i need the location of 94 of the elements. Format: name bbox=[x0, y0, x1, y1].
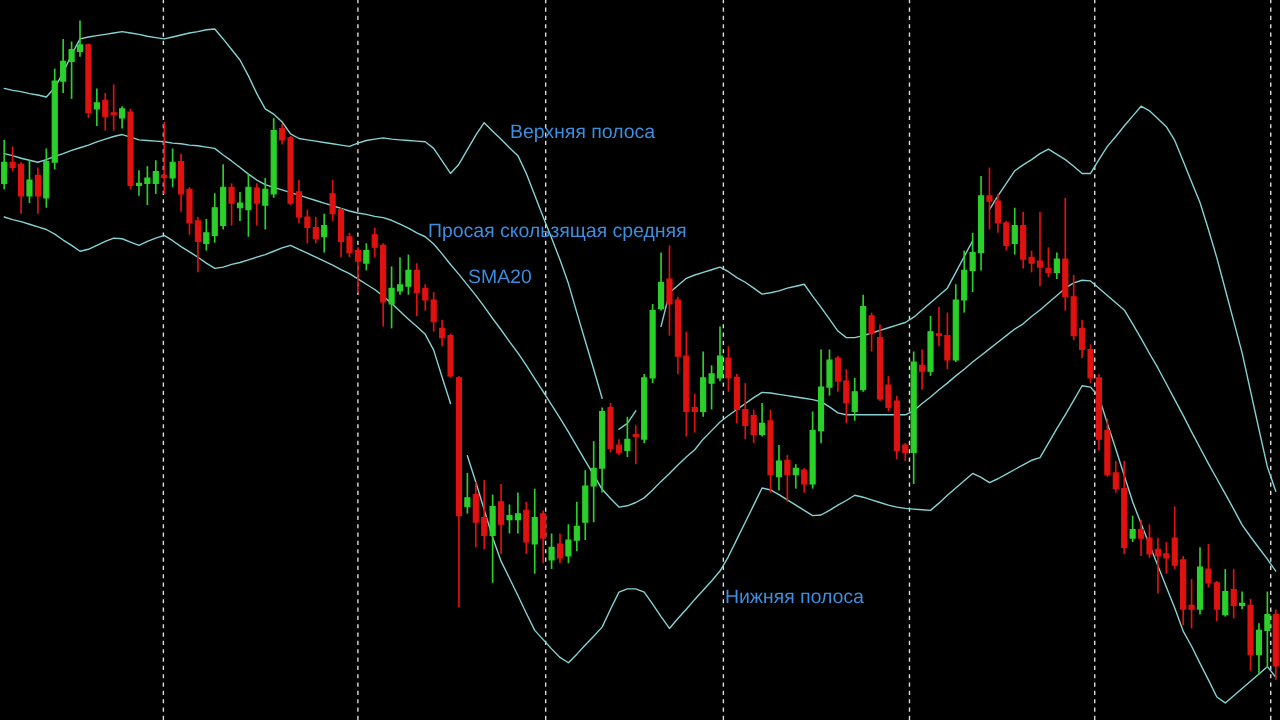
candlestick bbox=[1154, 537, 1161, 595]
candlestick bbox=[1205, 543, 1212, 589]
candlestick bbox=[304, 208, 311, 245]
candlestick bbox=[1112, 460, 1119, 494]
candlestick bbox=[312, 216, 319, 245]
candlestick bbox=[775, 444, 783, 492]
candlestick bbox=[1188, 578, 1195, 630]
candlestick bbox=[1011, 206, 1018, 256]
candlestick bbox=[784, 454, 791, 503]
candlestick bbox=[792, 463, 799, 490]
candlestick bbox=[1146, 523, 1153, 559]
candlestick bbox=[759, 402, 766, 438]
candlestick bbox=[1222, 568, 1229, 618]
candlestick bbox=[691, 392, 698, 434]
candlestick bbox=[329, 179, 336, 222]
candlestick bbox=[371, 226, 378, 259]
candlestick bbox=[969, 231, 976, 293]
candlestick bbox=[422, 283, 429, 312]
candlestick bbox=[851, 377, 858, 422]
candlestick bbox=[119, 105, 126, 130]
candlestick bbox=[843, 368, 850, 425]
candlestick bbox=[1003, 220, 1010, 252]
candlestick bbox=[68, 40, 75, 100]
candlestick bbox=[161, 121, 168, 195]
candlestick bbox=[9, 145, 16, 173]
annotation: SMA20 bbox=[468, 269, 531, 284]
candlestick bbox=[388, 265, 395, 330]
candlestick bbox=[624, 415, 631, 458]
candlestick bbox=[279, 123, 286, 146]
candlestick bbox=[354, 246, 361, 294]
candlestick bbox=[228, 182, 235, 227]
candlestick bbox=[868, 311, 875, 353]
candlestick bbox=[801, 467, 808, 494]
candlestick bbox=[430, 291, 437, 333]
candlestick bbox=[885, 375, 892, 413]
candlestick bbox=[742, 382, 749, 441]
candlestick bbox=[194, 216, 201, 274]
candlestick bbox=[439, 319, 446, 348]
candlestick bbox=[346, 231, 353, 259]
candlestick bbox=[1045, 246, 1052, 278]
candlestick bbox=[1163, 541, 1170, 575]
candlestick bbox=[919, 348, 926, 391]
candlestick bbox=[716, 325, 724, 382]
candlestick bbox=[994, 193, 1001, 234]
candlestick bbox=[236, 191, 244, 222]
candlestick bbox=[506, 503, 513, 535]
candlestick bbox=[169, 147, 176, 189]
candlestick bbox=[245, 172, 252, 238]
candlestick bbox=[110, 83, 117, 132]
candlestick bbox=[1036, 210, 1044, 288]
candlestick bbox=[573, 500, 580, 553]
annotation: Нижняя полоса bbox=[726, 589, 864, 604]
candlestick bbox=[497, 483, 505, 555]
candlestick bbox=[1028, 249, 1035, 274]
candlestick bbox=[1079, 319, 1086, 359]
candlestick bbox=[481, 479, 488, 551]
candlestick bbox=[93, 87, 100, 127]
candlestick bbox=[1, 138, 8, 191]
candlestick bbox=[26, 159, 33, 204]
candlestick bbox=[396, 256, 404, 296]
candlestick bbox=[405, 253, 412, 296]
candlestick bbox=[632, 424, 639, 466]
candlestick bbox=[253, 182, 260, 227]
candlestick bbox=[1264, 590, 1271, 669]
candlestick bbox=[708, 364, 715, 411]
candlestick bbox=[413, 262, 420, 317]
candlestick bbox=[464, 471, 471, 515]
annotation: Верхняя полоса bbox=[511, 124, 656, 143]
candlestick bbox=[514, 491, 521, 535]
candlestick bbox=[203, 218, 210, 252]
candlestick bbox=[750, 408, 757, 444]
candlestick bbox=[135, 169, 143, 197]
candlestick bbox=[986, 166, 993, 231]
candlestick bbox=[144, 165, 151, 206]
candlestick bbox=[152, 159, 159, 195]
candlestick bbox=[1053, 251, 1060, 280]
candlestick bbox=[363, 242, 370, 272]
candlestick bbox=[565, 523, 572, 564]
candlestick bbox=[1239, 590, 1246, 611]
candlestick bbox=[60, 38, 67, 94]
candlestick bbox=[321, 212, 328, 254]
candlestick bbox=[76, 19, 84, 58]
candlestick bbox=[262, 177, 269, 231]
candlestick bbox=[725, 345, 732, 393]
candlestick bbox=[1129, 514, 1136, 543]
candlestick bbox=[556, 532, 564, 564]
candlestick bbox=[1137, 518, 1145, 557]
candlestick bbox=[34, 166, 41, 215]
candlestick bbox=[935, 305, 943, 348]
candlestick bbox=[1230, 568, 1237, 620]
candlestick bbox=[590, 440, 597, 524]
candlestick bbox=[834, 355, 841, 393]
candlestick bbox=[548, 532, 555, 570]
candlestick bbox=[102, 92, 109, 132]
